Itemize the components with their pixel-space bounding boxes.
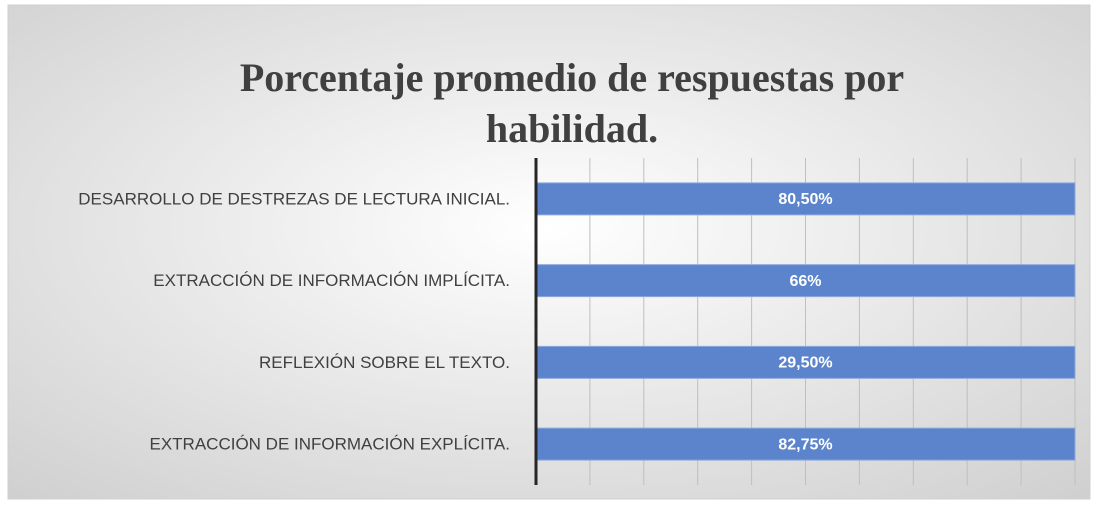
y-tick-label: DESARROLLO DE DESTREZAS DE LECTURA INICI…: [78, 189, 510, 208]
value-label: 66%: [789, 273, 821, 290]
chart-background: [7, 4, 1091, 500]
y-tick-label: EXTRACCIÓN DE INFORMACIÓN IMPLÍCITA.: [153, 271, 510, 290]
chart-title: habilidad.: [486, 106, 658, 151]
chart-title: Porcentaje promedio de respuestas por: [240, 55, 904, 100]
value-label: 80,50%: [778, 191, 832, 208]
bar: [535, 345, 1076, 379]
bar: [535, 182, 1076, 216]
y-tick-label: REFLEXIÓN SOBRE EL TEXTO.: [259, 353, 510, 372]
bar: [535, 427, 1076, 461]
value-label: 29,50%: [778, 355, 832, 372]
y-tick-label: EXTRACCIÓN DE INFORMACIÓN EXPLÍCITA.: [149, 435, 510, 454]
value-label: 82,75%: [778, 436, 832, 453]
